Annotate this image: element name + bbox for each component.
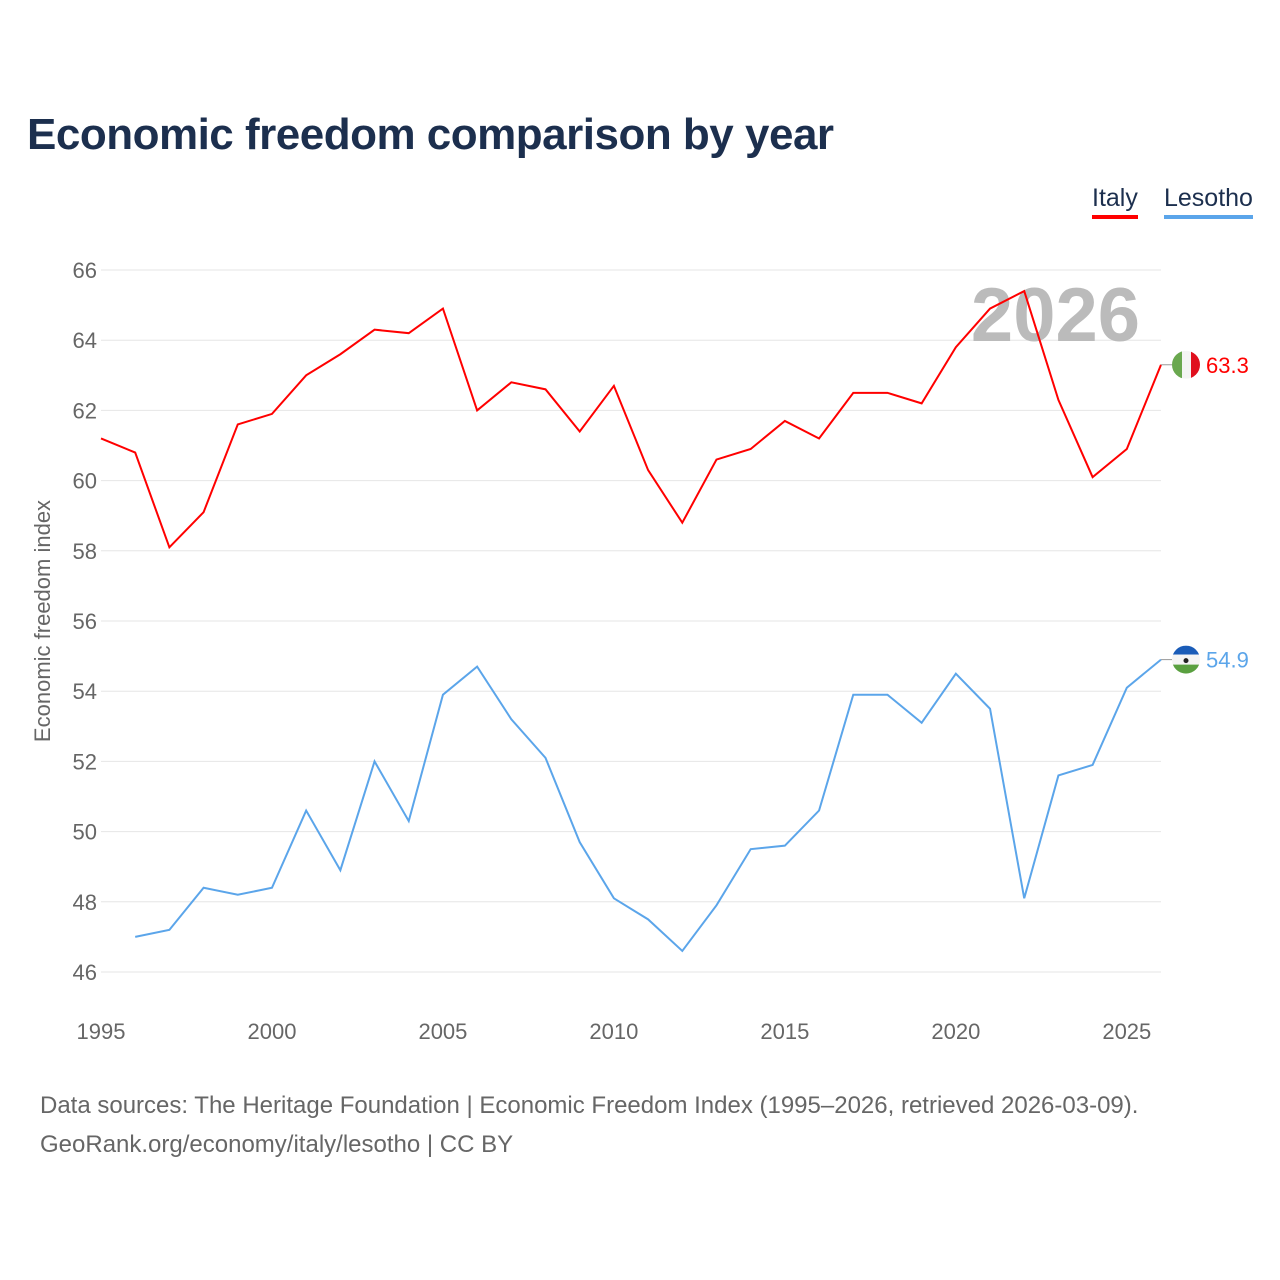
- lesotho-flag-icon: [1172, 645, 1200, 674]
- chart-title: Economic freedom comparison by year: [27, 110, 834, 159]
- x-tick-label: 2000: [247, 1019, 296, 1044]
- x-tick-label: 1995: [77, 1019, 126, 1044]
- legend-lesotho[interactable]: Lesotho: [1164, 184, 1253, 219]
- y-tick-label: 60: [73, 469, 97, 494]
- end-value-label: 63.3: [1206, 353, 1249, 378]
- y-tick-label: 66: [73, 258, 97, 283]
- x-tick-label: 2010: [589, 1019, 638, 1044]
- x-tick-label: 2005: [418, 1019, 467, 1044]
- y-tick-label: 52: [73, 749, 97, 774]
- y-tick-label: 46: [73, 960, 97, 985]
- x-tick-label: 2015: [760, 1019, 809, 1044]
- y-tick-label: 50: [73, 820, 97, 845]
- series-line-lesotho: [134, 658, 1162, 953]
- source-note: Data sources: The Heritage Foundation | …: [40, 1086, 1138, 1164]
- y-axis-label: Economic freedom index: [30, 500, 55, 742]
- y-tick-label: 48: [73, 890, 97, 915]
- x-tick-label: 2025: [1102, 1019, 1151, 1044]
- x-tick-label: 2020: [931, 1019, 980, 1044]
- y-tick-label: 54: [73, 679, 97, 704]
- italy-flag-icon: [1172, 350, 1200, 379]
- y-tick-label: 62: [73, 398, 97, 423]
- source-line-1: Data sources: The Heritage Foundation | …: [40, 1092, 1139, 1119]
- y-tick-label: 58: [73, 539, 97, 564]
- source-line-2[interactable]: GeoRank.org/economy/italy/lesotho | CC B…: [40, 1131, 514, 1158]
- series-line-italy: [100, 289, 1162, 550]
- year-watermark: 2026: [971, 273, 1140, 358]
- legend-italy[interactable]: Italy: [1092, 184, 1138, 219]
- end-value-label: 54.9: [1206, 648, 1249, 673]
- y-tick-label: 64: [73, 328, 97, 353]
- y-tick-label: 56: [73, 609, 97, 634]
